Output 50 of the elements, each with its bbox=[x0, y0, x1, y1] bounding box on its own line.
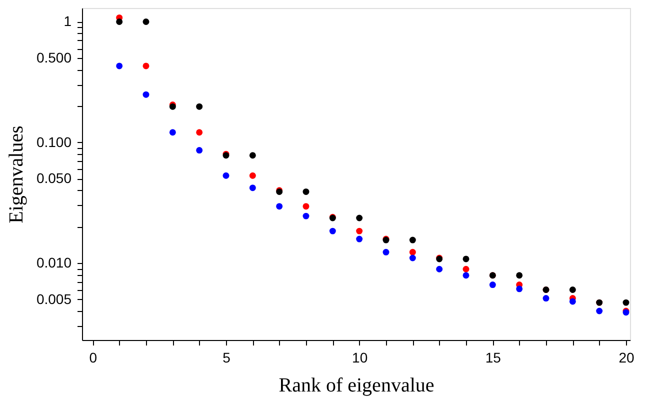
point bbox=[436, 266, 443, 272]
point bbox=[302, 203, 310, 210]
x-tick-label: 15 bbox=[485, 350, 502, 366]
point bbox=[329, 228, 336, 234]
y-tick-label: 1 bbox=[64, 13, 72, 30]
point bbox=[569, 286, 576, 293]
point bbox=[409, 254, 416, 262]
x-tick-label: 0 bbox=[89, 350, 98, 366]
point bbox=[356, 228, 363, 234]
point bbox=[462, 272, 470, 279]
point bbox=[596, 308, 603, 314]
point bbox=[302, 188, 310, 195]
y-tick-label: 0.100 bbox=[36, 134, 72, 150]
point bbox=[382, 248, 390, 256]
point bbox=[489, 282, 496, 288]
x-tick-label: 20 bbox=[618, 350, 634, 366]
x-tick-label: 5 bbox=[222, 350, 231, 366]
point bbox=[569, 298, 576, 305]
point bbox=[462, 256, 470, 262]
point bbox=[462, 266, 470, 272]
x-tick-label: 10 bbox=[352, 350, 368, 366]
point bbox=[516, 272, 523, 279]
point bbox=[116, 62, 123, 70]
y-tick-label: 0.050 bbox=[36, 170, 72, 186]
point bbox=[622, 299, 630, 306]
point bbox=[409, 236, 416, 244]
point bbox=[302, 212, 310, 220]
point bbox=[516, 286, 523, 292]
point bbox=[116, 18, 123, 25]
point bbox=[249, 172, 256, 179]
point bbox=[142, 18, 150, 25]
point bbox=[222, 172, 230, 179]
point bbox=[409, 248, 416, 256]
y-tick-label: 0.500 bbox=[36, 50, 72, 66]
x-axis-title: Rank of eigenvalue bbox=[278, 374, 434, 396]
point bbox=[542, 295, 550, 302]
y-tick-label: 0.005 bbox=[36, 290, 72, 307]
point bbox=[196, 129, 203, 136]
point bbox=[356, 214, 363, 222]
point bbox=[142, 62, 150, 70]
point bbox=[169, 129, 176, 136]
point bbox=[276, 203, 283, 210]
point bbox=[196, 103, 203, 110]
point bbox=[356, 236, 363, 242]
point bbox=[196, 147, 203, 154]
point bbox=[249, 184, 256, 192]
y-axis-title: Eigenvalues bbox=[5, 125, 28, 224]
point bbox=[142, 91, 150, 98]
y-tick-label: 0.010 bbox=[36, 254, 72, 271]
point bbox=[249, 152, 256, 159]
